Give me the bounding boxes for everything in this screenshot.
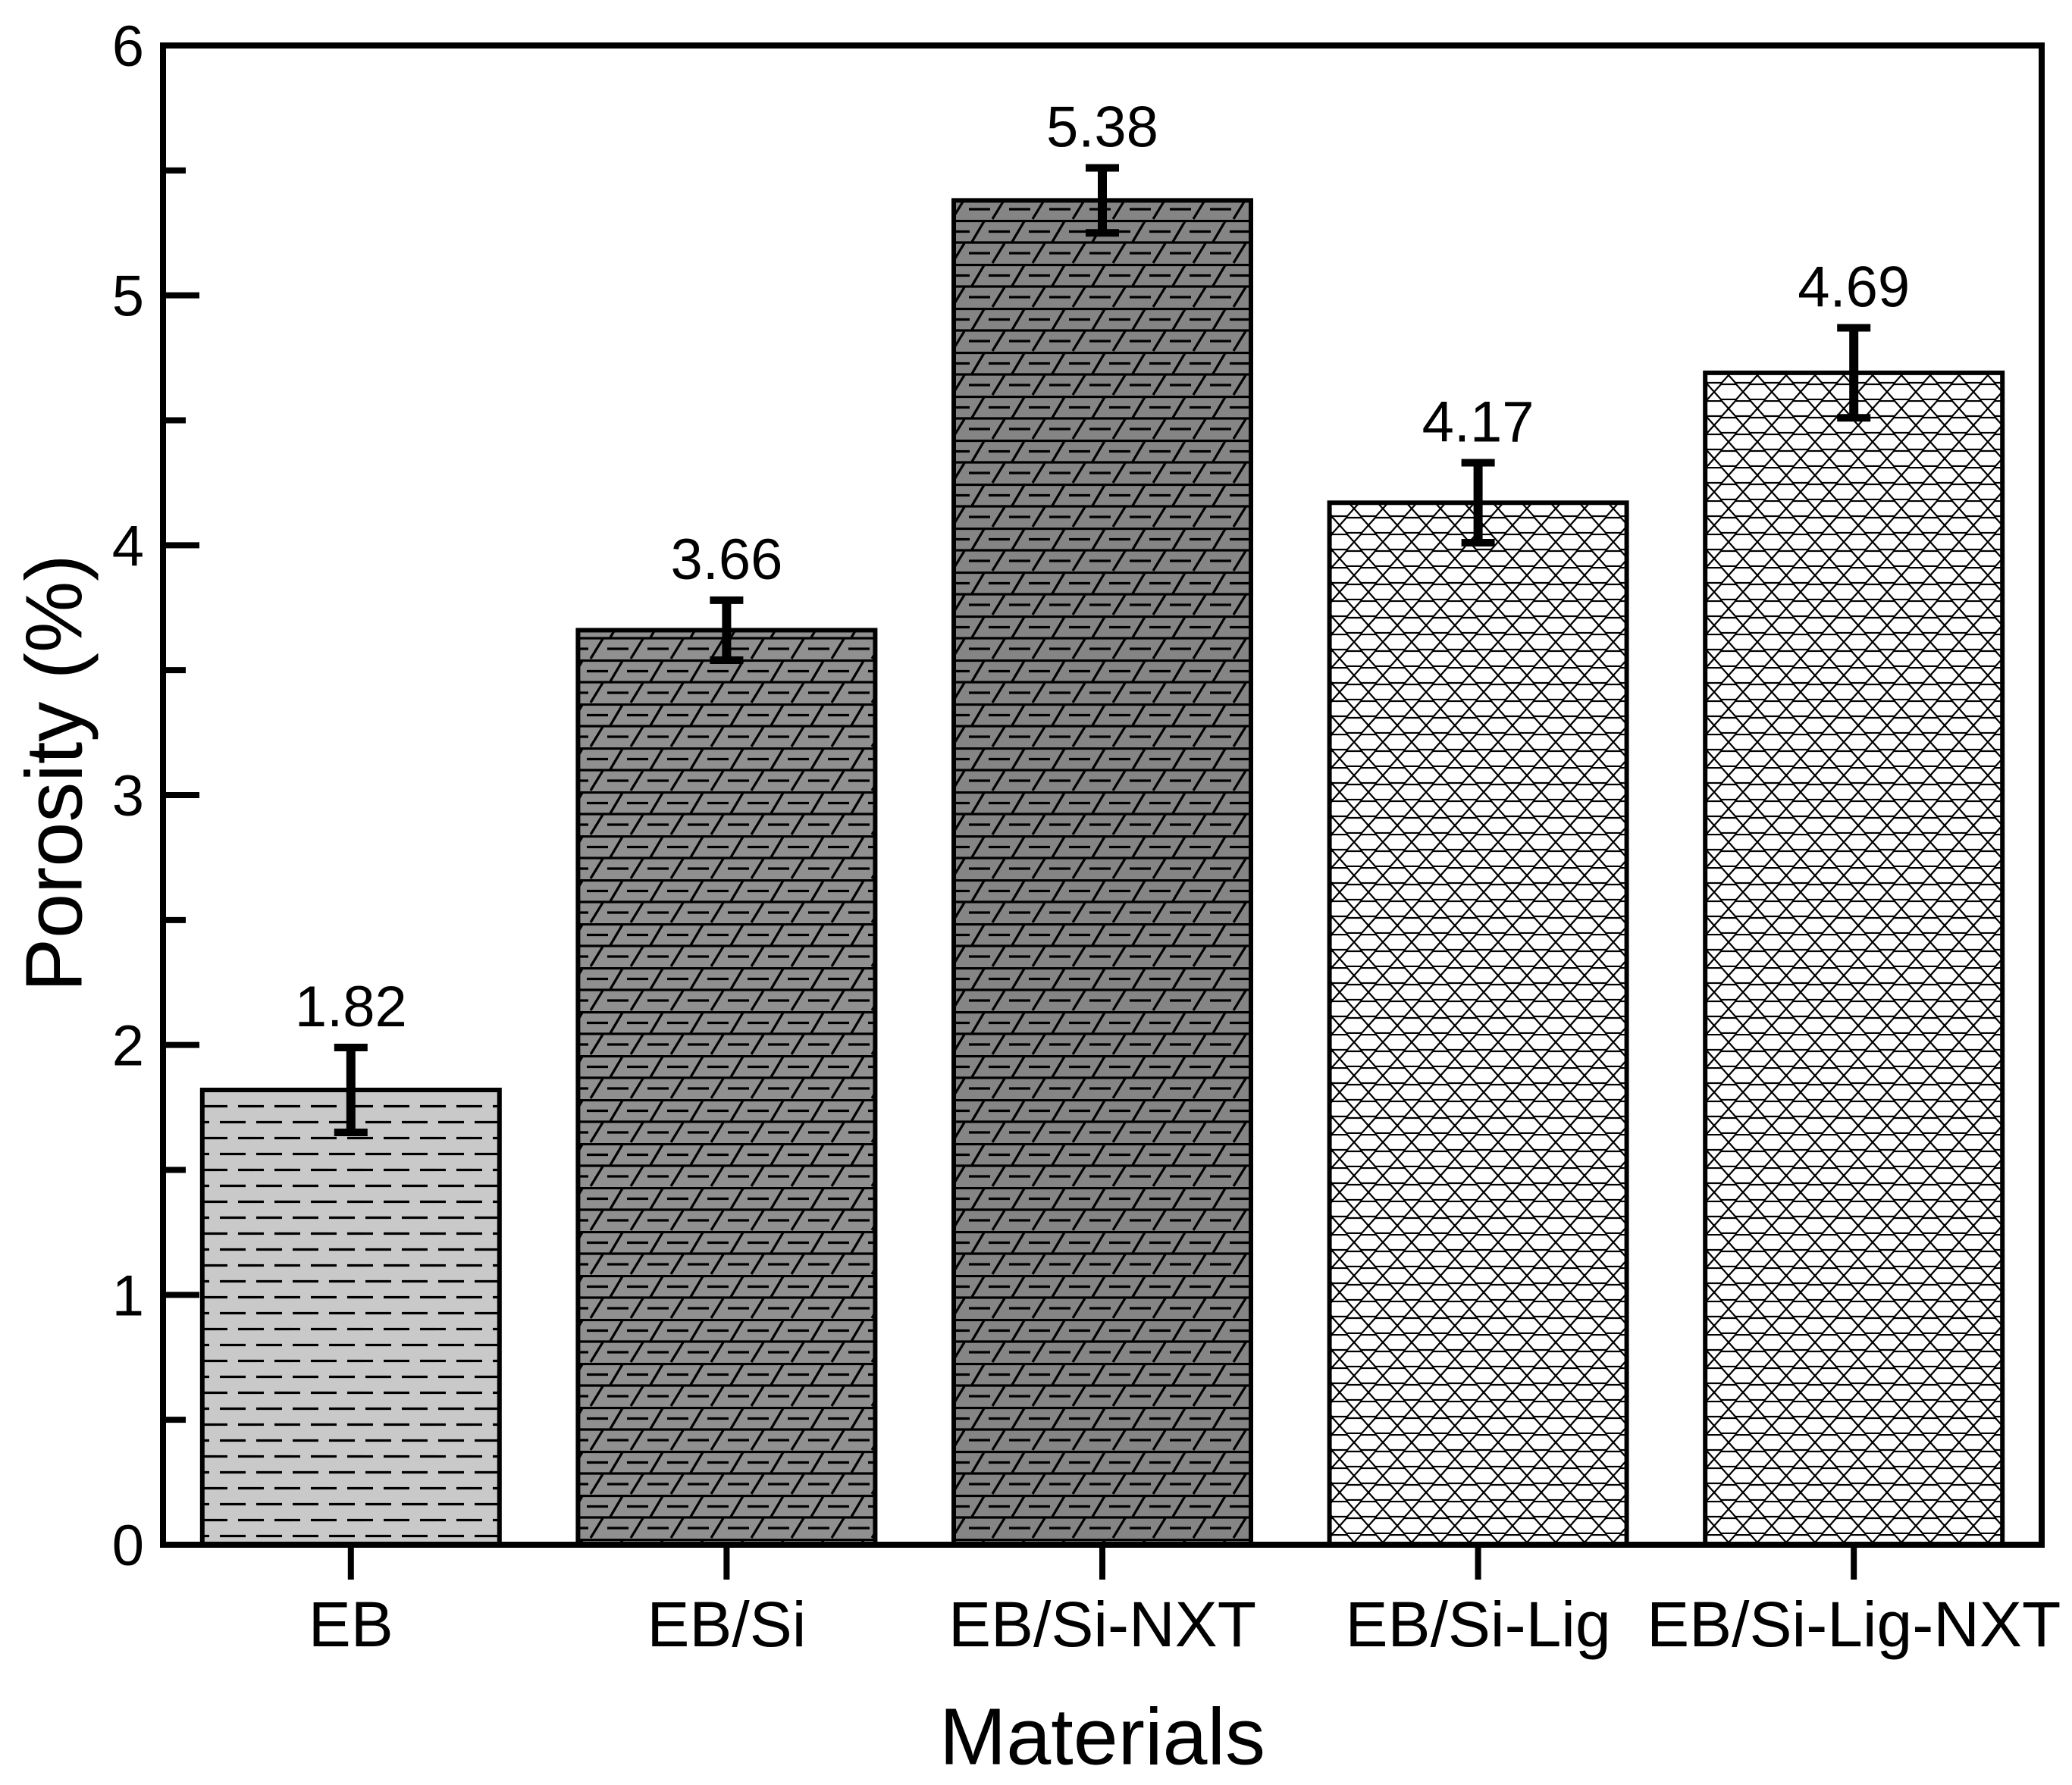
y-tick-label-6: 6	[112, 14, 144, 79]
x-tick-label-EB/Si-Lig: EB/Si-Lig	[1346, 1589, 1611, 1660]
value-label-EB: 1.82	[295, 975, 407, 1039]
value-label-EB/Si-NXT: 5.38	[1046, 96, 1158, 160]
y-tick-label-5: 5	[112, 265, 144, 329]
x-axis-title: Materials	[939, 1692, 1266, 1782]
value-label-EB/Si-Lig-NXT: 4.69	[1798, 255, 1910, 320]
y-axis-title: Porosity (%)	[9, 554, 99, 992]
x-tick-label-EB: EB	[309, 1589, 393, 1660]
y-tick-label-1: 1	[112, 1264, 144, 1328]
bar-hatch-EB	[202, 1090, 500, 1545]
y-tick-label-3: 3	[112, 764, 144, 828]
value-label-EB/Si-Lig: 4.17	[1422, 390, 1534, 455]
bar-hatch-EB/Si-Lig-NXT	[1705, 372, 2003, 1545]
axes-group	[160, 42, 2045, 1580]
x-tick-label-EB/Si-Lig-NXT: EB/Si-Lig-NXT	[1647, 1589, 2061, 1660]
bar-hatch-EB/Si-Lig	[1329, 503, 1627, 1545]
bars-group	[199, 198, 2005, 1548]
x-tick-label-EB/Si-NXT: EB/Si-NXT	[948, 1589, 1256, 1660]
y-tick-label-0: 0	[112, 1514, 144, 1578]
error-bars-group	[334, 164, 1871, 1137]
x-tick-label-EB/Si: EB/Si	[647, 1589, 806, 1660]
y-tick-label-4: 4	[112, 514, 144, 578]
y-tick-label-2: 2	[112, 1014, 144, 1079]
bar-hatch-EB/Si-NXT	[954, 200, 1251, 1545]
plot-frame	[160, 42, 2045, 1548]
bar-hatch-EB/Si	[578, 630, 876, 1545]
value-label-EB/Si: 3.66	[670, 528, 782, 592]
labels-group: 1.82 EB 3.66 EB/Si 5.38 EB/Si-NXT 4.17 EB/Si-Li…	[112, 14, 2061, 1660]
